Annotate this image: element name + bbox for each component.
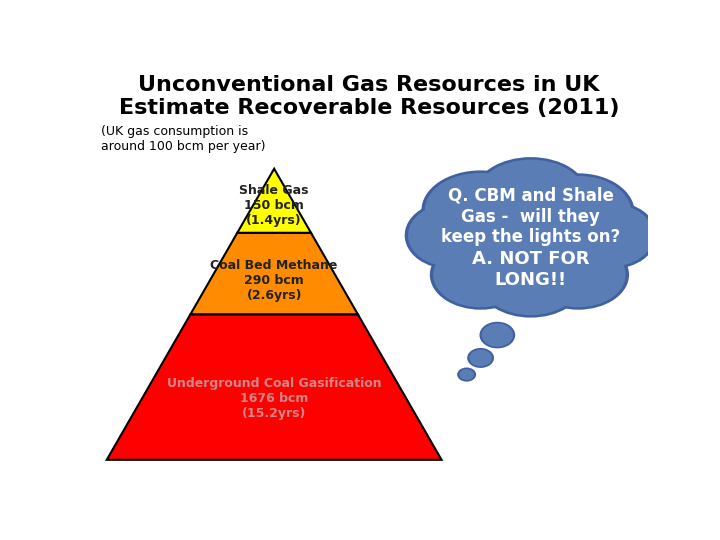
Circle shape [467, 348, 494, 368]
Ellipse shape [425, 173, 536, 248]
Circle shape [469, 349, 492, 366]
Ellipse shape [474, 157, 588, 230]
Ellipse shape [483, 255, 578, 315]
Text: Shale Gas
150 bcm
(1.4yrs): Shale Gas 150 bcm (1.4yrs) [239, 184, 309, 227]
Ellipse shape [421, 171, 540, 250]
Ellipse shape [522, 173, 634, 252]
Ellipse shape [478, 160, 584, 228]
Ellipse shape [570, 204, 654, 266]
Circle shape [482, 323, 513, 347]
Polygon shape [238, 168, 311, 233]
Ellipse shape [433, 242, 528, 307]
Circle shape [480, 322, 516, 348]
Circle shape [457, 368, 476, 382]
Ellipse shape [438, 172, 624, 306]
Ellipse shape [441, 175, 620, 304]
Ellipse shape [526, 176, 631, 249]
Text: Estimate Recoverable Resources (2011): Estimate Recoverable Resources (2011) [119, 98, 619, 118]
Ellipse shape [567, 201, 657, 269]
Ellipse shape [405, 201, 495, 269]
Ellipse shape [430, 240, 531, 310]
Ellipse shape [528, 240, 629, 310]
Text: Unconventional Gas Resources in UK: Unconventional Gas Resources in UK [138, 75, 600, 95]
Ellipse shape [531, 242, 626, 307]
Circle shape [459, 369, 474, 380]
Ellipse shape [480, 253, 582, 318]
Text: A. NOT FOR
LONG!!: A. NOT FOR LONG!! [472, 250, 590, 289]
Text: Underground Coal Gasification
1676 bcm
(15.2yrs): Underground Coal Gasification 1676 bcm (… [167, 377, 382, 420]
Ellipse shape [408, 204, 492, 266]
Text: (UK gas consumption is
around 100 bcm per year): (UK gas consumption is around 100 bcm pe… [101, 125, 266, 153]
Text: Q. CBM and Shale
Gas -  will they
keep the lights on?: Q. CBM and Shale Gas - will they keep th… [441, 187, 621, 246]
Text: Coal Bed Methane
290 bcm
(2.6yrs): Coal Bed Methane 290 bcm (2.6yrs) [210, 259, 338, 301]
Polygon shape [190, 233, 358, 314]
Polygon shape [107, 314, 441, 460]
